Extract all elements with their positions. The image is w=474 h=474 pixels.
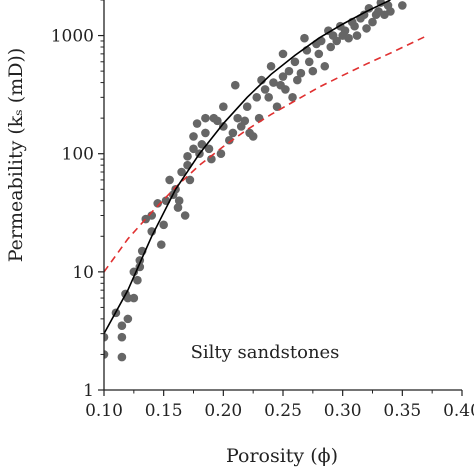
data-point xyxy=(326,42,336,52)
data-point xyxy=(201,128,210,138)
data-point xyxy=(281,85,290,94)
data-point xyxy=(359,10,369,20)
data-point xyxy=(177,167,186,177)
data-point xyxy=(230,80,240,90)
data-point xyxy=(386,7,395,16)
data-point xyxy=(308,66,318,76)
data-point xyxy=(368,17,377,27)
data-point xyxy=(153,199,162,208)
data-point xyxy=(228,128,238,138)
data-point xyxy=(133,275,142,285)
data-point xyxy=(117,332,127,342)
data-point xyxy=(174,196,184,206)
data-point xyxy=(350,21,359,31)
data-point xyxy=(117,352,127,362)
data-point xyxy=(165,175,174,185)
data-point xyxy=(201,113,210,123)
data-point xyxy=(104,350,109,359)
data-point xyxy=(197,140,207,149)
data-point xyxy=(398,1,407,10)
data-point xyxy=(117,321,127,331)
data-point xyxy=(189,144,198,154)
x-tick-label: 0.10 xyxy=(85,401,123,421)
data-point xyxy=(180,211,190,220)
data-point xyxy=(123,293,133,303)
data-point xyxy=(204,144,214,154)
data-point xyxy=(159,220,168,230)
data-point xyxy=(147,211,157,220)
data-point xyxy=(185,175,195,185)
data-point xyxy=(248,132,258,141)
y-tick-label: 1000 xyxy=(51,27,94,47)
plot-area xyxy=(104,0,427,362)
x-tick-label: 0.15 xyxy=(145,401,183,421)
y-tick-label: 1 xyxy=(83,381,94,401)
data-point xyxy=(260,85,270,94)
data-point xyxy=(129,293,139,303)
data-point xyxy=(284,66,294,76)
data-point xyxy=(332,36,342,46)
data-point xyxy=(240,116,250,126)
data-point xyxy=(300,33,309,43)
data-point xyxy=(225,135,234,145)
data-point xyxy=(192,119,202,128)
data-point xyxy=(264,93,273,102)
data-point xyxy=(189,132,198,141)
data-point xyxy=(252,93,262,102)
data-point xyxy=(173,203,183,212)
data-point xyxy=(288,93,297,102)
data-point xyxy=(233,113,242,123)
data-point xyxy=(278,49,288,59)
data-point xyxy=(296,68,306,78)
data-point xyxy=(352,31,362,40)
model-curve-dashed xyxy=(104,35,427,273)
x-tick-label: 0.30 xyxy=(324,401,362,421)
data-point xyxy=(362,24,371,33)
x-tick-label: 0.35 xyxy=(383,401,421,421)
annotation-silty-sandstones: Silty sandstones xyxy=(191,342,340,363)
data-point xyxy=(320,61,330,71)
data-point xyxy=(293,75,302,85)
data-point xyxy=(242,102,252,111)
data-point xyxy=(304,57,314,67)
fit-curve-solid xyxy=(104,0,391,335)
data-point xyxy=(272,102,282,111)
data-point xyxy=(123,314,133,324)
data-point xyxy=(314,49,324,59)
data-point xyxy=(104,332,109,342)
data-point xyxy=(278,72,288,81)
data-point xyxy=(219,122,228,131)
data-point xyxy=(269,78,278,87)
data-point xyxy=(129,267,139,277)
data-point xyxy=(340,26,350,35)
data-point xyxy=(219,102,228,111)
data-point xyxy=(216,149,226,159)
x-tick-label: 0.40 xyxy=(443,401,474,421)
y-tick-label: 10 xyxy=(72,263,94,283)
data-point xyxy=(290,57,300,67)
y-tick-label: 100 xyxy=(62,145,94,165)
data-point xyxy=(156,240,166,249)
x-axis-title: Porosity (ϕ) xyxy=(226,445,338,467)
data-point xyxy=(183,152,192,161)
y-axis-title: Permeability (kₛ (mD)) xyxy=(5,48,27,263)
data-point xyxy=(344,33,353,43)
x-tick-label: 0.20 xyxy=(204,401,242,421)
axes: 0.10 0.15 0.20 0.25 0.30 0.35 0.40 1 10 100 1000 xyxy=(51,0,474,421)
x-tick-label: 0.25 xyxy=(264,401,302,421)
data-point xyxy=(213,116,222,126)
data-point xyxy=(266,61,276,71)
